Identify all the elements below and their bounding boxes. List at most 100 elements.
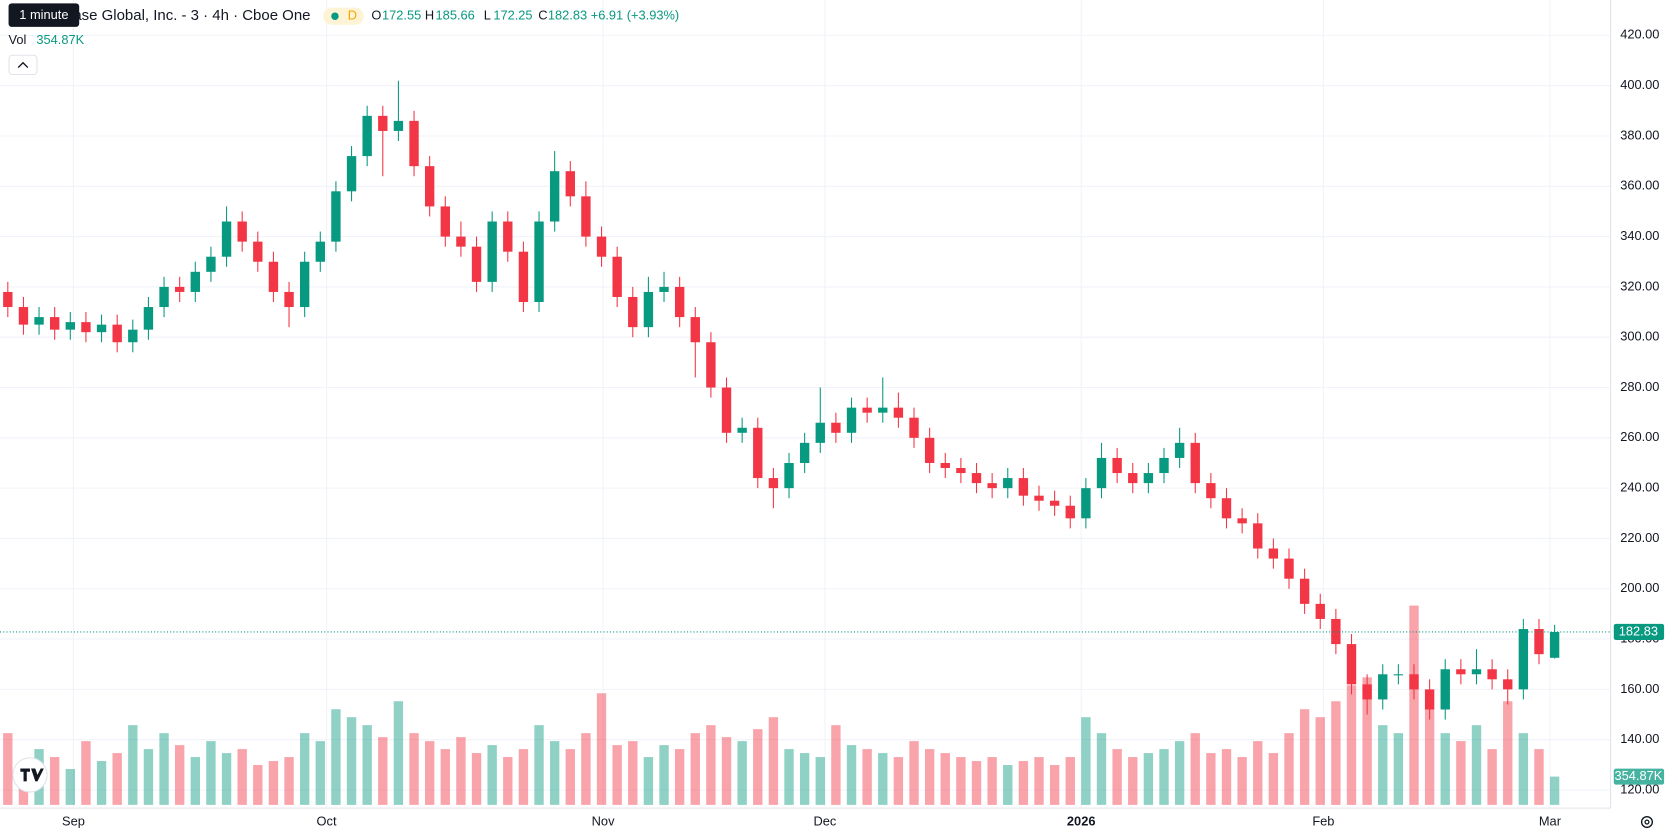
volume-bar — [112, 753, 122, 805]
y-tick-label: 360.00 — [1620, 178, 1659, 193]
settings[interactable] — [1640, 815, 1654, 829]
candle-body — [659, 286, 669, 292]
candle-body — [1409, 674, 1419, 690]
y-tick-label: 400.00 — [1620, 77, 1659, 92]
volume-bar — [96, 761, 107, 805]
candle-body — [674, 286, 685, 318]
candle-body — [315, 241, 325, 262]
candle-body — [456, 236, 466, 247]
candle-body — [81, 322, 91, 333]
volume-bar — [1096, 733, 1107, 805]
volume-bar — [1018, 761, 1029, 805]
volume-bar — [674, 749, 685, 805]
volume-bar — [1487, 749, 1497, 805]
volume-bar — [1503, 701, 1513, 805]
candle-body — [753, 427, 763, 479]
candle-body — [346, 156, 357, 192]
tooltip-text: 1 minute — [19, 7, 68, 22]
candle-body — [1393, 674, 1404, 676]
volume-bar — [1456, 741, 1466, 805]
volume-bar — [1549, 776, 1560, 805]
volume-bar — [65, 769, 75, 805]
volume-bar — [940, 753, 950, 805]
candle-body — [143, 307, 154, 330]
candle-body — [1268, 548, 1279, 559]
candle-body — [1299, 578, 1310, 604]
volume-bar — [1284, 733, 1294, 805]
volume-tag-text: 354.87K — [1615, 768, 1663, 783]
volume-bar — [831, 725, 841, 805]
volume-bar — [503, 757, 513, 805]
candle-body — [1034, 495, 1044, 501]
x-tick-label: Feb — [1312, 813, 1334, 828]
collapse-button[interactable] — [8, 54, 38, 76]
settings-icon[interactable] — [1640, 815, 1654, 829]
candle-body — [581, 196, 591, 237]
volume-bar — [378, 737, 388, 805]
candle-body — [34, 317, 44, 325]
candle-body — [159, 286, 169, 308]
candle-body — [706, 342, 716, 388]
y-tick-label: 200.00 — [1620, 580, 1659, 595]
volume-bar — [1315, 717, 1325, 805]
volume-bar — [549, 741, 560, 805]
change: +6.91 (+3.93%) — [591, 8, 679, 23]
volume-bar — [1034, 757, 1044, 805]
ohlc-label: O — [371, 8, 381, 23]
candle-body — [956, 468, 966, 474]
volume-bar — [518, 749, 529, 805]
candle-body — [3, 291, 13, 308]
volume-bar — [1174, 741, 1185, 805]
volume-bar — [190, 757, 200, 805]
volume-bar — [971, 761, 982, 805]
candle-body — [1315, 603, 1325, 619]
candle-body — [1081, 488, 1091, 519]
candle-body — [393, 120, 404, 131]
volume-bar — [1331, 701, 1341, 805]
y-tick-label: 160.00 — [1620, 681, 1659, 696]
volume-bar — [331, 709, 341, 805]
candle-body — [1065, 505, 1075, 519]
candle-body — [206, 256, 216, 272]
candle-body — [893, 407, 904, 418]
candle-body — [878, 407, 888, 413]
volume-bar — [393, 701, 404, 805]
volume-bar — [753, 729, 763, 805]
candle-body — [128, 329, 138, 343]
volume-bar — [815, 757, 825, 805]
candle-body — [1503, 679, 1513, 690]
x-tick-label: Dec — [814, 813, 837, 828]
volume-label: Vol — [9, 32, 27, 47]
volume-bar — [1112, 749, 1122, 805]
candle-body — [487, 221, 497, 282]
volume-bar — [862, 749, 872, 805]
y-tick-label: 280.00 — [1620, 379, 1659, 394]
volume-bar — [268, 761, 279, 805]
volume-bar — [128, 725, 138, 805]
volume-bar — [1221, 749, 1232, 805]
volume-bar — [1143, 753, 1154, 805]
candle-body — [253, 241, 263, 262]
candle-body — [503, 221, 513, 252]
volume-value: 354.87K — [36, 32, 84, 47]
candle-body — [65, 322, 75, 330]
candle-body — [737, 427, 747, 433]
candle-body — [1159, 457, 1169, 474]
candle-body — [799, 442, 810, 463]
y-tick-label: 120.00 — [1620, 781, 1659, 796]
volume-bar — [1159, 749, 1169, 805]
candle-layer — [0, 80, 1611, 720]
candle-body — [784, 462, 794, 489]
y-tick-label: 240.00 — [1620, 480, 1659, 495]
volume-bar — [315, 741, 325, 805]
logo-circle — [12, 757, 48, 793]
tooltip — [8, 3, 80, 27]
candle-body — [1284, 558, 1294, 579]
candle-body — [1096, 457, 1107, 489]
volume-bar — [1393, 733, 1404, 805]
volume-bar — [1253, 741, 1263, 805]
volume-bar — [737, 741, 747, 805]
volume-bar — [1299, 709, 1310, 805]
candle-body — [268, 261, 279, 292]
volume-bar — [159, 733, 169, 805]
